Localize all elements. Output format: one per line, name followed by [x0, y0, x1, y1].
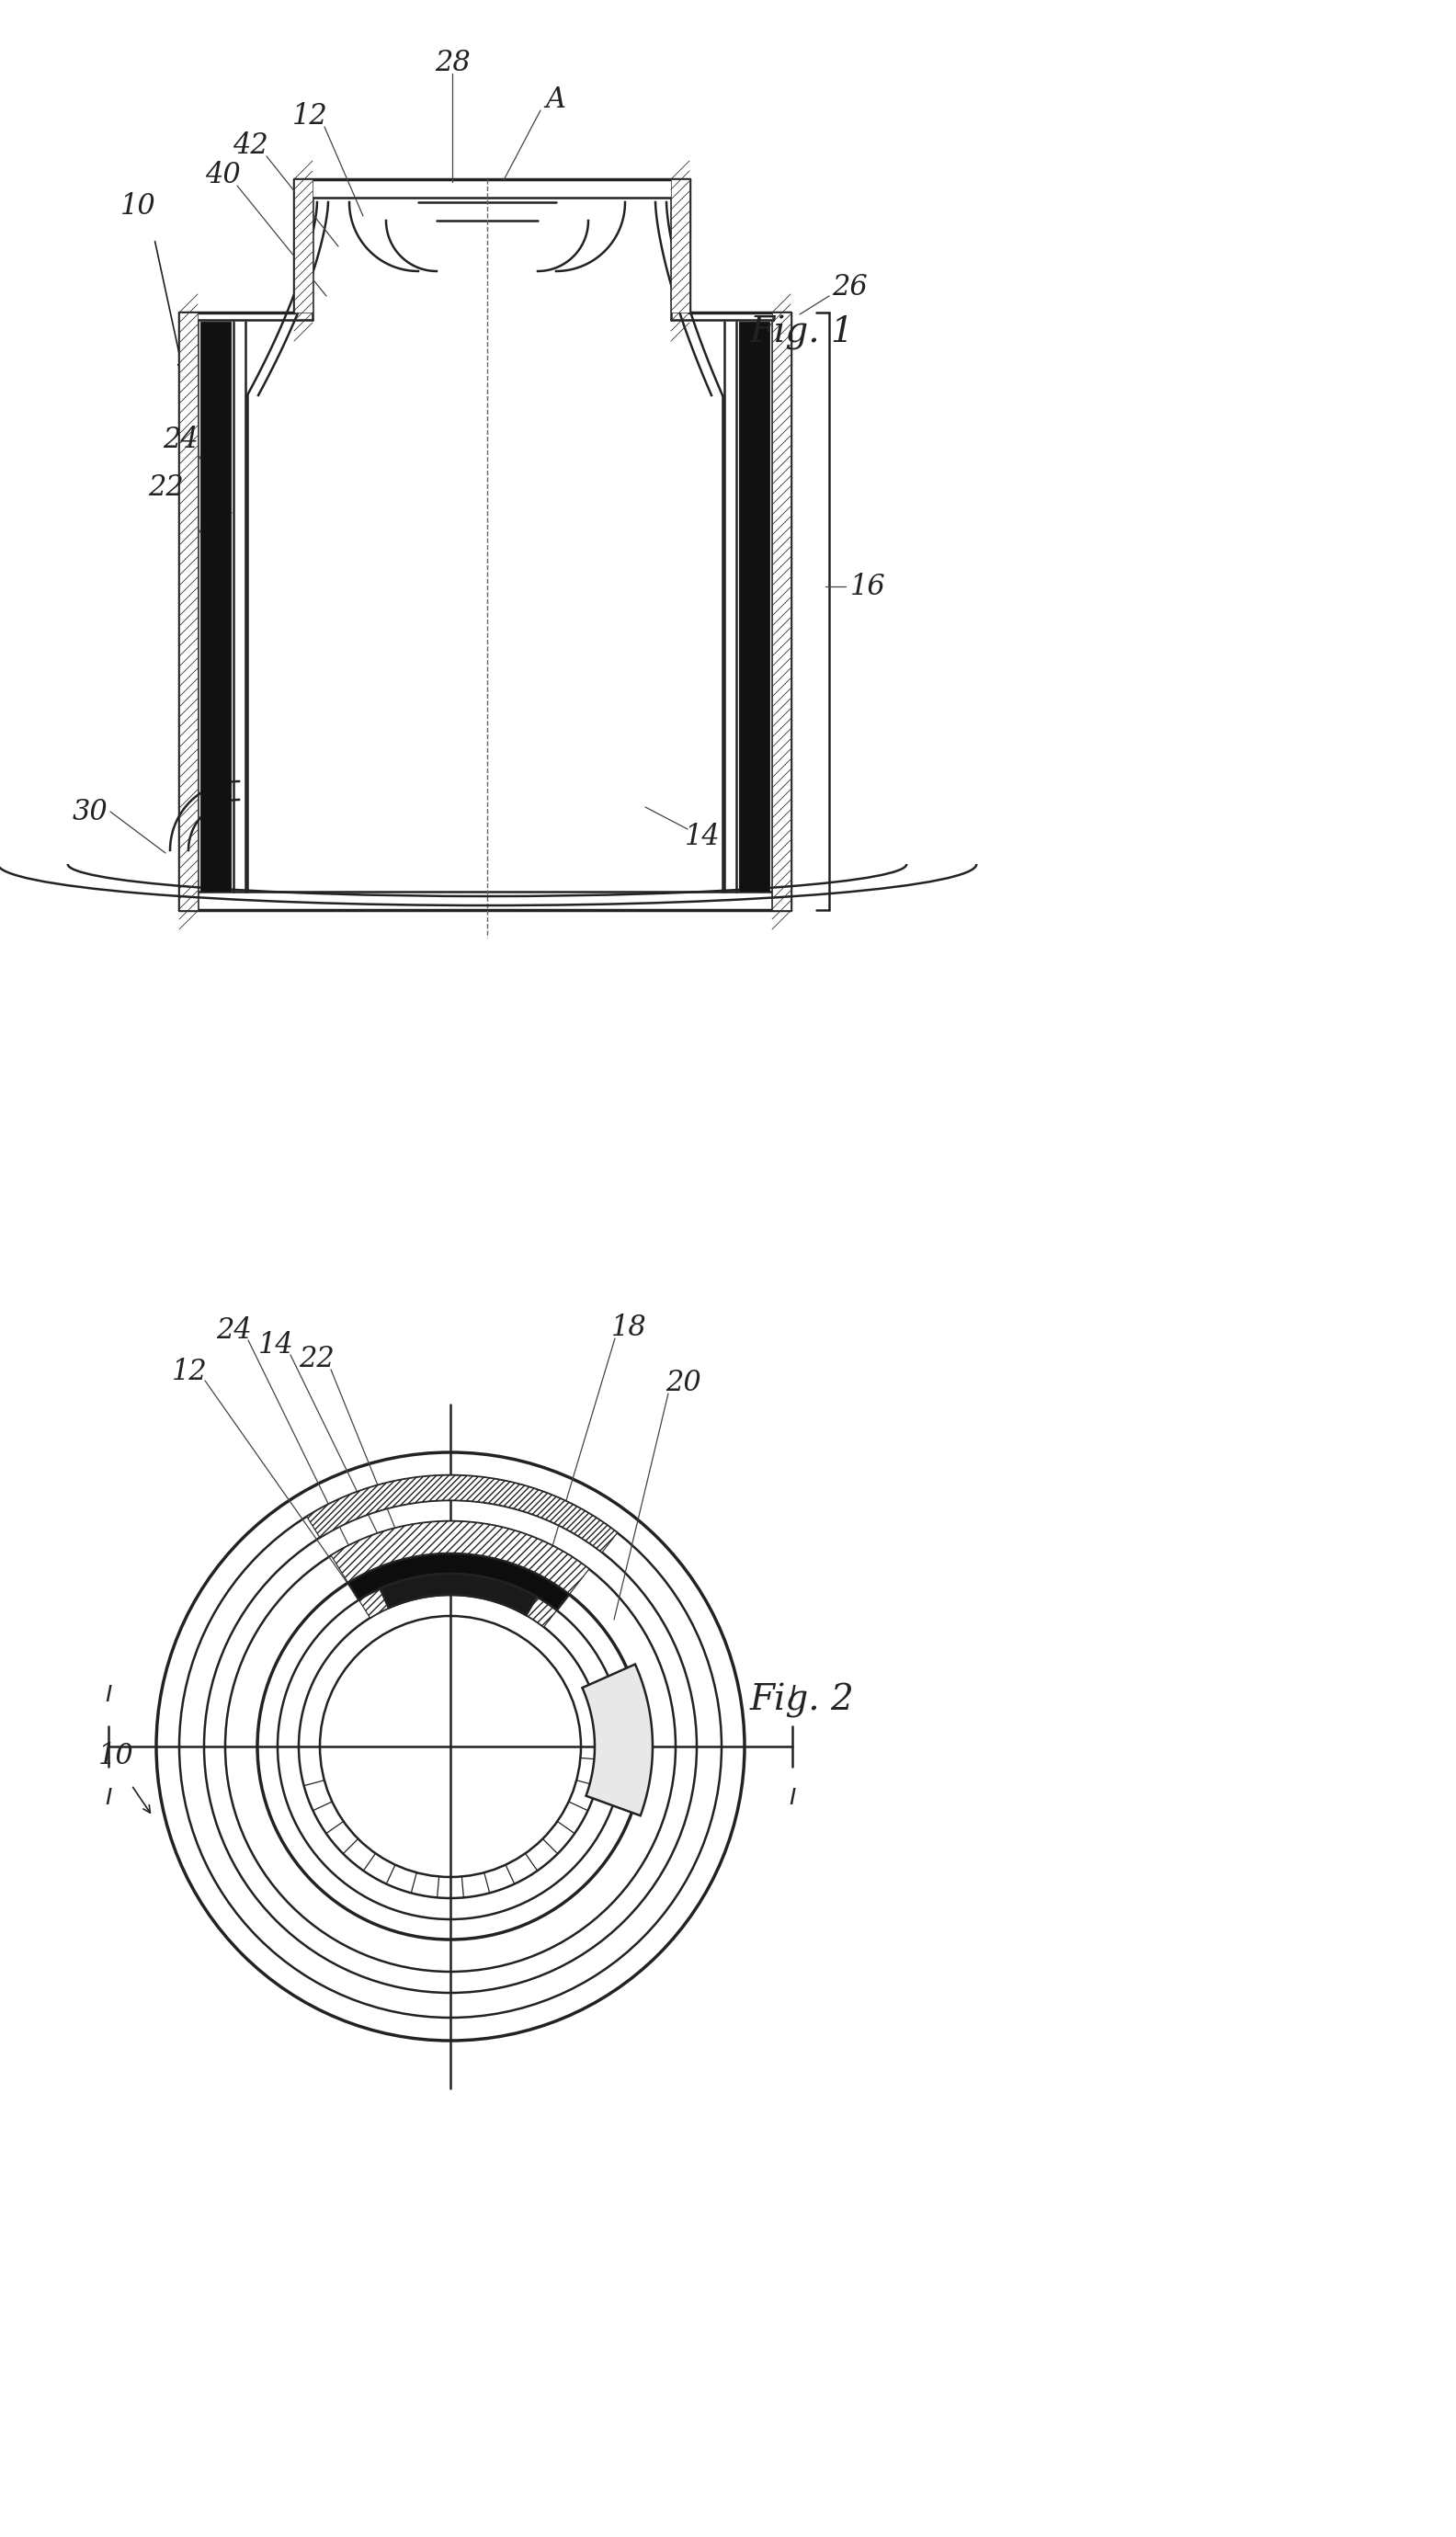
Text: 14: 14 [258, 1329, 294, 1360]
Text: A: A [545, 86, 565, 114]
Text: I: I [789, 1786, 796, 1809]
Text: Fig. 2: Fig. 2 [750, 1682, 853, 1718]
Text: 16: 16 [850, 573, 885, 601]
Text: 22: 22 [298, 1345, 333, 1373]
Text: 12: 12 [293, 101, 328, 129]
Polygon shape [582, 1664, 652, 1816]
Polygon shape [307, 1477, 617, 1553]
Bar [740, 322, 769, 890]
Text: Fig. 1: Fig. 1 [750, 315, 853, 350]
Polygon shape [348, 1553, 569, 1611]
Text: 26: 26 [831, 271, 868, 302]
Text: 14: 14 [684, 822, 721, 850]
Polygon shape [380, 1573, 537, 1616]
Text: 10: 10 [119, 193, 156, 221]
Text: 12: 12 [172, 1357, 207, 1385]
Bar [179, 312, 198, 911]
Text: 28: 28 [434, 48, 470, 76]
Text: 40: 40 [205, 160, 240, 188]
Text: 20: 20 [665, 1367, 700, 1398]
Bar [671, 180, 689, 312]
Text: I: I [789, 1685, 796, 1705]
Polygon shape [331, 1522, 590, 1626]
Text: 42: 42 [232, 132, 268, 160]
Text: 24: 24 [215, 1317, 252, 1345]
Text: I: I [105, 1685, 112, 1705]
Text: I: I [105, 1786, 112, 1809]
Text: 30: 30 [73, 797, 108, 827]
Bar [294, 180, 313, 312]
Bar [201, 322, 230, 890]
Text: 24: 24 [163, 426, 198, 454]
Text: 10: 10 [98, 1740, 134, 1771]
Text: 18: 18 [612, 1314, 646, 1342]
Text: 22: 22 [147, 472, 183, 502]
Bar [772, 312, 791, 911]
